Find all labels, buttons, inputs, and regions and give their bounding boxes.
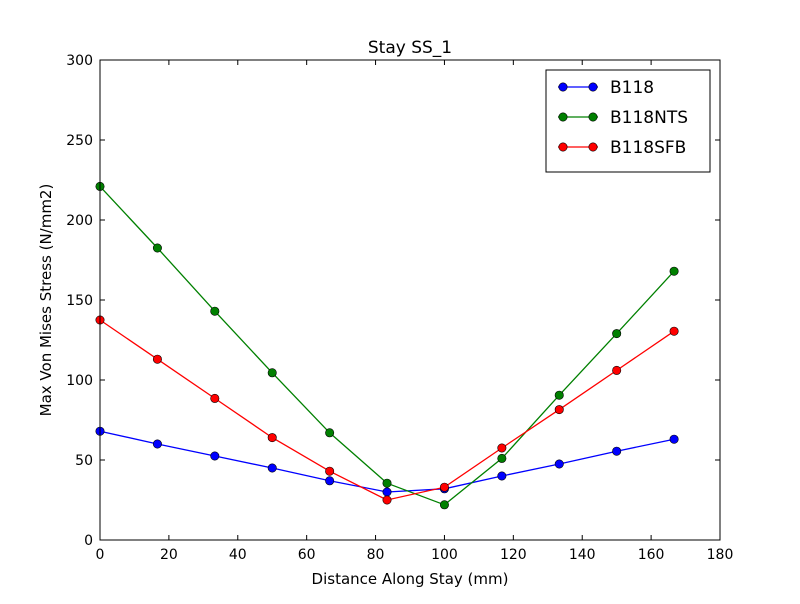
- data-point-b118nts: [267, 368, 277, 378]
- data-point-b118sfb: [612, 365, 622, 375]
- x-tick-label: 40: [229, 547, 247, 563]
- data-point-b118sfb: [325, 466, 335, 476]
- y-tick-label: 50: [75, 453, 93, 469]
- legend-marker-b118: [558, 82, 568, 92]
- legend-marker-b118sfb: [558, 142, 568, 152]
- data-point-b118nts: [325, 428, 335, 438]
- data-point-b118nts: [612, 329, 622, 339]
- data-point-b118sfb: [439, 482, 449, 492]
- legend-label-b118sfb: B118SFB: [610, 138, 686, 158]
- legend-marker-b118sfb: [588, 142, 598, 152]
- y-tick-label: 250: [66, 133, 93, 149]
- data-point-b118nts: [439, 500, 449, 510]
- data-point-b118: [210, 451, 220, 461]
- x-tick-label: 100: [431, 547, 458, 563]
- data-point-b118sfb: [382, 495, 392, 505]
- chart-title: Stay SS_1: [368, 38, 452, 58]
- x-tick-label: 180: [707, 547, 734, 563]
- data-point-b118: [554, 459, 564, 469]
- x-tick-label: 0: [96, 547, 105, 563]
- data-point-b118: [612, 446, 622, 456]
- data-point-b118sfb: [497, 443, 507, 453]
- x-tick-label: 140: [569, 547, 596, 563]
- data-point-b118nts: [382, 478, 392, 488]
- legend: B118 B118NTS B118SFB: [545, 69, 711, 173]
- legend-label-b118: B118: [610, 78, 654, 98]
- legend-marker-b118nts: [588, 112, 598, 122]
- x-tick-label: 160: [638, 547, 665, 563]
- data-point-b118: [382, 487, 392, 497]
- y-tick-label: 300: [66, 53, 93, 69]
- legend-marker-b118: [588, 82, 598, 92]
- data-point-b118nts: [669, 266, 679, 276]
- data-point-b118nts: [152, 243, 162, 253]
- data-point-b118nts: [497, 453, 507, 463]
- x-tick-label: 60: [298, 547, 316, 563]
- y-tick-label: 100: [66, 373, 93, 389]
- data-point-b118: [325, 476, 335, 486]
- data-point-b118sfb: [669, 326, 679, 336]
- y-tick-label: 150: [66, 293, 93, 309]
- data-point-b118sfb: [267, 433, 277, 443]
- data-point-b118sfb: [554, 405, 564, 415]
- plot-area: [95, 181, 679, 510]
- data-point-b118nts: [210, 306, 220, 316]
- series-line-b118sfb: [99, 319, 675, 501]
- x-tick-label: 80: [367, 547, 385, 563]
- data-point-b118nts: [554, 390, 564, 400]
- data-point-b118sfb: [152, 354, 162, 364]
- y-tick-label: 0: [84, 533, 93, 549]
- x-tick-label: 20: [160, 547, 178, 563]
- legend-marker-b118nts: [558, 112, 568, 122]
- x-axis-label: Distance Along Stay (mm): [312, 570, 509, 588]
- x-tick-label: 120: [500, 547, 527, 563]
- y-tick-label: 200: [66, 213, 93, 229]
- data-point-b118sfb: [210, 393, 220, 403]
- data-point-b118: [497, 471, 507, 481]
- axes: 0 20 40 60 80 100 120 140 160 180 0 50 100 150 200 250 3…: [66, 53, 733, 563]
- y-axis-label: Max Von Mises Stress (N/mm2): [37, 184, 55, 417]
- legend-label-b118nts: B118NTS: [610, 108, 688, 128]
- data-point-b118: [669, 434, 679, 444]
- data-point-b118: [152, 439, 162, 449]
- data-point-b118: [267, 463, 277, 473]
